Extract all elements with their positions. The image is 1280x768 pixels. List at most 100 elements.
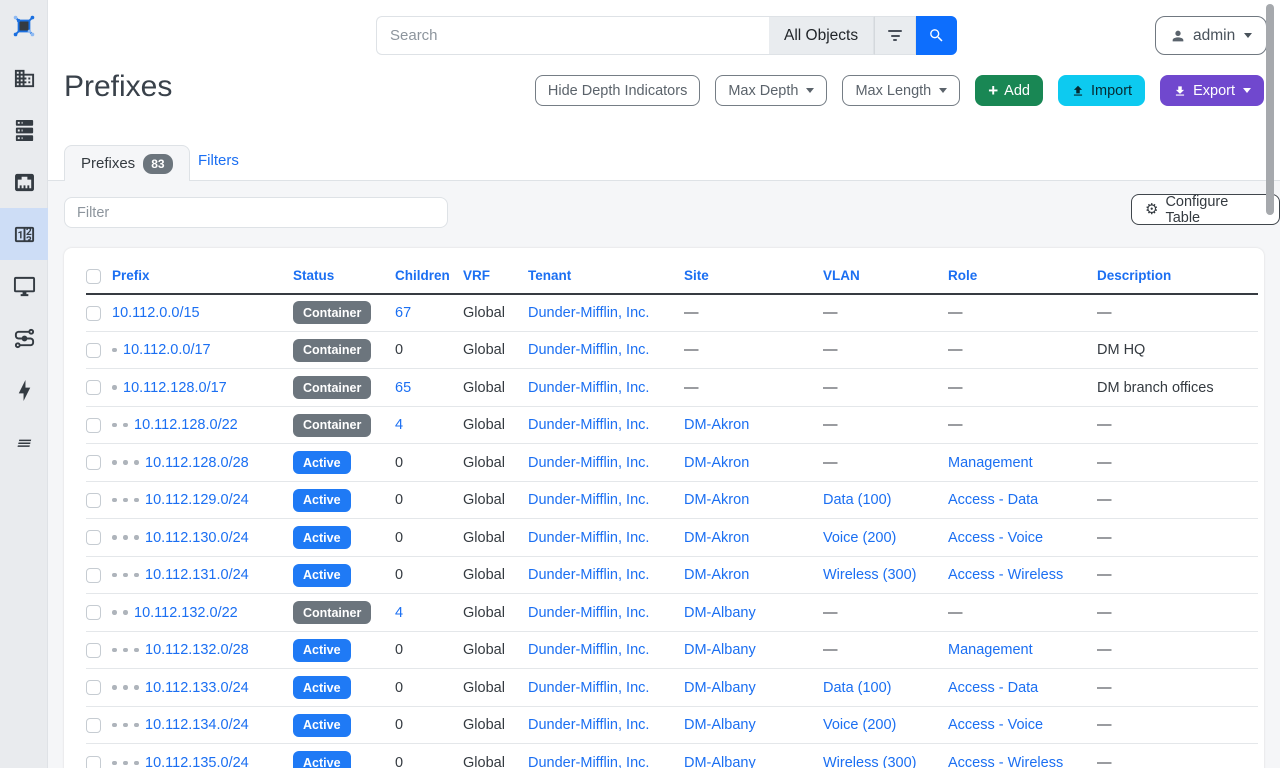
search-input[interactable]	[376, 16, 769, 55]
upload-icon	[1073, 85, 1083, 96]
column-header-vrf[interactable]: VRF	[463, 264, 528, 295]
description-cell: —	[1097, 406, 1258, 445]
tenant-cell: Dunder-Mifflin, Inc.	[528, 293, 684, 332]
status-badge: Active	[293, 526, 351, 550]
vrf-cell: Global	[463, 406, 528, 445]
ethernet-port-icon[interactable]	[0, 156, 48, 208]
role-cell: Access - Data	[948, 481, 1097, 520]
row-checkbox[interactable]	[86, 380, 101, 396]
column-header-status[interactable]: Status	[293, 264, 395, 295]
description-cell: —	[1097, 518, 1258, 557]
row-checkbox[interactable]	[86, 717, 101, 733]
hide-depth-indicators-button[interactable]: Hide Depth Indicators	[534, 75, 701, 106]
column-header-description[interactable]: Description	[1097, 264, 1258, 295]
site-cell: DM-Akron	[684, 406, 823, 445]
row-checkbox[interactable]	[86, 305, 101, 321]
max-depth-dropdown[interactable]: Max Depth	[715, 75, 828, 106]
vlan-cell: Data (100)	[823, 668, 948, 707]
tenant-cell: Dunder-Mifflin, Inc.	[528, 706, 684, 745]
import-button[interactable]: Import	[1057, 75, 1146, 106]
children-cell: 0	[395, 481, 463, 520]
row-checkbox[interactable]	[86, 642, 101, 658]
export-button[interactable]: Export	[1160, 75, 1264, 106]
role-cell: —	[948, 331, 1097, 370]
netbox-logo-icon[interactable]	[0, 0, 48, 52]
vlan-cell: —	[823, 406, 948, 445]
prefix-link[interactable]: 10.112.129.0/24	[145, 492, 249, 509]
configure-table-button[interactable]: ⚙ Configure Table	[1131, 194, 1280, 226]
tab-filters[interactable]: Filters	[198, 152, 239, 169]
vrf-cell: Global	[463, 593, 528, 632]
prefix-link[interactable]: 10.112.128.0/28	[145, 454, 249, 471]
vrf-cell: Global	[463, 631, 528, 670]
table-row: 10.112.128.0/17 Container 65 Global Dund…	[86, 368, 1258, 407]
column-header-tenant[interactable]: Tenant	[528, 264, 684, 295]
prefix-link[interactable]: 10.112.128.0/22	[134, 417, 238, 434]
row-checkbox[interactable]	[86, 680, 101, 696]
column-header-children[interactable]: Children	[395, 264, 463, 295]
depth-indicator	[112, 422, 134, 428]
power-bolt-icon[interactable]	[0, 364, 48, 416]
role-cell: Access - Wireless	[948, 754, 1064, 768]
row-checkbox[interactable]	[86, 455, 101, 471]
prefix-link[interactable]: 10.112.131.0/24	[145, 567, 249, 584]
user-menu-button[interactable]: admin	[1155, 16, 1268, 55]
vrf-cell: Global	[463, 668, 528, 707]
row-checkbox[interactable]	[86, 530, 101, 546]
plus-icon: +	[988, 81, 999, 100]
column-header-vlan[interactable]: VLAN	[823, 264, 948, 295]
vertical-scrollbar[interactable]	[1266, 4, 1274, 215]
ipam-counter-icon[interactable]	[0, 208, 48, 260]
site-cell: DM-Akron	[684, 518, 823, 557]
table-filter-input[interactable]	[64, 197, 448, 228]
prefix-link[interactable]: 10.112.0.0/17	[123, 342, 211, 359]
prefix-link[interactable]: 10.112.128.0/17	[123, 379, 227, 396]
vlan-cell: Wireless (300)	[823, 754, 917, 768]
prefix-link[interactable]: 10.112.134.0/24	[145, 717, 249, 734]
prefix-link[interactable]: 10.112.133.0/24	[145, 679, 249, 696]
depth-indicator	[112, 572, 145, 578]
row-checkbox[interactable]	[86, 567, 101, 583]
description-cell: —	[1097, 481, 1258, 520]
status-badge: Active	[293, 676, 351, 700]
prefix-link[interactable]: 10.112.132.0/22	[134, 604, 238, 621]
column-header-prefix[interactable]: Prefix	[112, 264, 293, 295]
row-checkbox[interactable]	[86, 755, 101, 768]
vrf-cell: Global	[463, 556, 528, 595]
add-button[interactable]: + Add	[975, 75, 1043, 106]
column-header-site[interactable]: Site	[684, 264, 823, 295]
vlan-cell: —	[823, 443, 948, 482]
site-cell: —	[684, 331, 823, 370]
prefix-link[interactable]: 10.112.0.0/15	[112, 304, 200, 321]
prefix-link[interactable]: 10.112.132.0/28	[145, 642, 249, 659]
status-badge: Container	[293, 376, 372, 400]
row-checkbox[interactable]	[86, 605, 101, 621]
column-header-role[interactable]: Role	[948, 264, 1097, 295]
vrf-cell: Global	[463, 293, 528, 332]
tenant-cell: Dunder-Mifflin, Inc.	[528, 331, 684, 370]
search-icon	[930, 29, 943, 42]
search-submit-button[interactable]	[916, 16, 958, 55]
description-cell: —	[1097, 631, 1258, 670]
row-checkbox[interactable]	[86, 417, 101, 433]
depth-indicator	[112, 760, 145, 766]
menu-lines-icon[interactable]	[0, 416, 48, 468]
select-all-checkbox[interactable]	[86, 268, 101, 284]
virtualization-monitor-icon[interactable]	[0, 260, 48, 312]
organization-building-icon[interactable]	[0, 52, 48, 104]
vlan-cell: —	[823, 331, 948, 370]
role-cell: Access - Wireless	[948, 556, 1097, 595]
row-checkbox[interactable]	[86, 492, 101, 508]
prefix-link[interactable]: 10.112.135.0/24	[145, 754, 249, 768]
table-row: 10.112.129.0/24 Active 0 Global Dunder-M…	[86, 481, 1258, 520]
children-cell: 0	[395, 518, 463, 557]
device-racks-icon[interactable]	[0, 104, 48, 156]
tab-prefixes[interactable]: Prefixes 83	[64, 145, 190, 181]
table-row: 10.112.135.0/24 Active 0 Global Dunder-M…	[86, 744, 1258, 768]
circuits-connection-icon[interactable]	[0, 312, 48, 364]
search-filter-button[interactable]	[874, 16, 917, 55]
search-scope-dropdown[interactable]: All Objects	[769, 16, 875, 55]
prefix-link[interactable]: 10.112.130.0/24	[145, 529, 249, 546]
max-length-dropdown[interactable]: Max Length	[842, 75, 961, 106]
row-checkbox[interactable]	[86, 342, 101, 358]
